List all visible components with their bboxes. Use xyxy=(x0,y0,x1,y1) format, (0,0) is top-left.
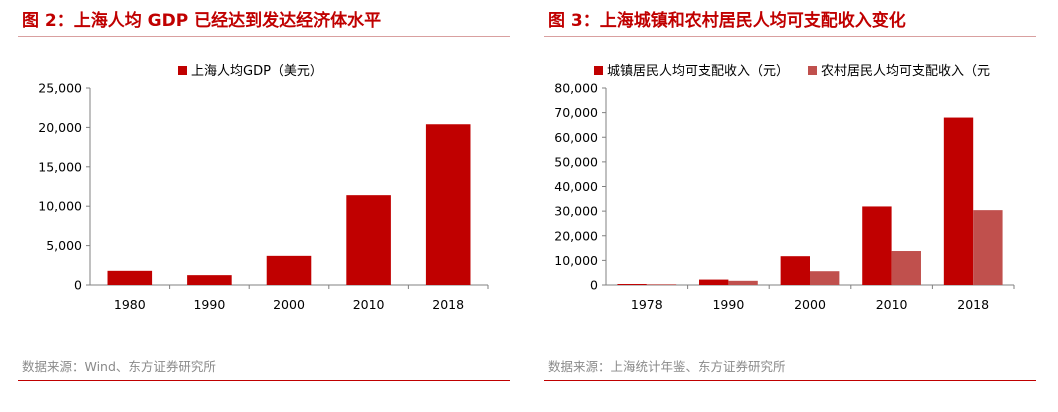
source-note: 数据来源：Wind、东方证券研究所 xyxy=(22,359,216,374)
bar-2018-series-1 xyxy=(943,117,974,285)
legend-label: 城镇居民人均可支配收入（元） xyxy=(607,64,789,79)
y-tick-label: 50,000 xyxy=(554,154,598,169)
legend-swatch xyxy=(594,66,603,75)
bar-1980-series-1 xyxy=(107,270,153,285)
bar-2000-series-2 xyxy=(810,271,840,285)
x-tick-label: 1980 xyxy=(114,297,146,312)
y-tick-label: 30,000 xyxy=(554,204,598,219)
bar-1978-series-1 xyxy=(617,284,647,285)
income-bar-chart: 0 10,000 20,000 30,000 40,000 50,000 60,000 70,… xyxy=(554,64,1015,312)
legend-label: 农村居民人均可支配收入（元 xyxy=(821,64,990,79)
y-tick-label: 10,000 xyxy=(38,199,82,214)
x-tick-label: 1990 xyxy=(712,297,744,312)
bar-2010-series-2 xyxy=(891,251,921,285)
figure-right: 图 3：上海城镇和农村居民人均可支配收入变化 0 10,000 20,000 30,0… xyxy=(544,0,1044,412)
legend-label: 上海人均GDP（美元） xyxy=(191,64,323,79)
bar-1978-series-2 xyxy=(646,284,677,285)
x-tick-label: 2000 xyxy=(794,297,826,312)
bar-2010-series-1 xyxy=(346,195,391,285)
x-tick-label: 2000 xyxy=(273,297,305,312)
source-note: 数据来源：上海统计年鉴、东方证券研究所 xyxy=(548,359,786,374)
y-tick-label: 10,000 xyxy=(554,253,598,268)
y-tick-label: 5,000 xyxy=(46,238,82,253)
y-tick-label: 15,000 xyxy=(38,159,82,174)
bottom-divider xyxy=(544,380,1036,381)
title-divider xyxy=(18,36,510,37)
bar-1990-series-2 xyxy=(728,280,758,285)
y-tick-label: 20,000 xyxy=(38,120,82,135)
legend-swatch xyxy=(178,66,187,75)
bar-1990-series-1 xyxy=(699,279,729,285)
bar-1990-series-1 xyxy=(187,275,232,285)
x-tick-label: 1978 xyxy=(631,297,663,312)
bottom-divider xyxy=(18,380,510,381)
y-tick-label: 40,000 xyxy=(554,179,598,194)
y-tick-label: 25,000 xyxy=(38,81,82,96)
bar-2010-series-1 xyxy=(862,206,892,285)
legend-swatch xyxy=(808,66,817,75)
x-tick-label: 2018 xyxy=(957,297,989,312)
x-tick-label: 2010 xyxy=(876,297,908,312)
figure-left: 图 2：上海人均 GDP 已经达到发达经济体水平 0 5,000 10,000 15,… xyxy=(18,0,518,412)
y-tick-label: 0 xyxy=(590,278,598,293)
y-tick-label: 20,000 xyxy=(554,228,598,243)
bar-2000-series-1 xyxy=(780,256,810,285)
y-tick-label: 60,000 xyxy=(554,130,598,145)
x-tick-label: 2010 xyxy=(353,297,385,312)
figure-title: 图 2：上海人均 GDP 已经达到发达经济体水平 xyxy=(22,11,382,31)
bar-2018-series-2 xyxy=(973,210,1003,285)
figure-title: 图 3：上海城镇和农村居民人均可支配收入变化 xyxy=(548,11,906,31)
gdp-bar-chart: 0 5,000 10,000 15,000 20,000 25,000 1980 1990 20… xyxy=(38,64,489,312)
bar-2000-series-1 xyxy=(266,255,312,285)
x-tick-label: 2018 xyxy=(432,297,464,312)
y-tick-label: 70,000 xyxy=(554,105,598,120)
title-divider xyxy=(544,36,1036,37)
y-tick-label: 0 xyxy=(74,278,82,293)
bar-2018-series-1 xyxy=(425,124,471,285)
y-tick-label: 80,000 xyxy=(554,81,598,96)
x-tick-label: 1990 xyxy=(193,297,225,312)
